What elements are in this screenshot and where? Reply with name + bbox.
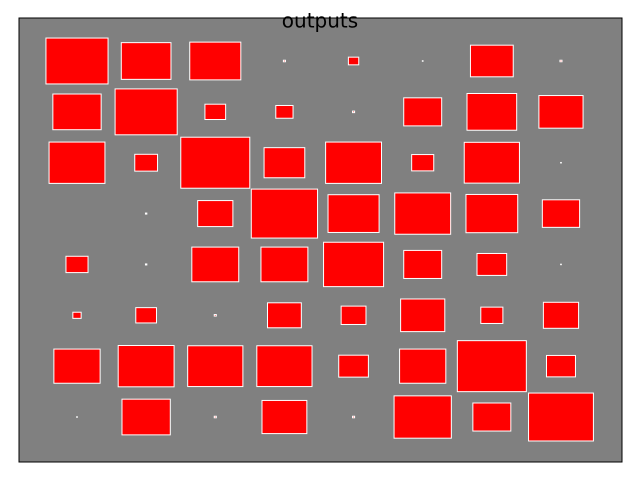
- cells: [45, 37, 594, 442]
- cell: [117, 345, 175, 388]
- cell: [256, 345, 313, 388]
- cell: [213, 415, 217, 419]
- cell: [76, 416, 78, 418]
- cell: [472, 402, 512, 432]
- cell: [261, 399, 308, 435]
- cell: [465, 193, 519, 234]
- cell: [541, 199, 581, 228]
- cell: [352, 110, 356, 114]
- cell: [545, 354, 576, 378]
- cell: [352, 415, 356, 419]
- cell: [456, 340, 527, 393]
- cell: [421, 60, 424, 62]
- cell: [560, 161, 562, 164]
- cell: [466, 93, 518, 131]
- cell: [403, 97, 443, 127]
- cell: [250, 188, 319, 239]
- cell: [52, 93, 102, 131]
- cell: [347, 56, 360, 66]
- cell: [480, 306, 504, 324]
- cell: [263, 147, 306, 179]
- cell: [120, 42, 172, 80]
- cell: [393, 395, 452, 439]
- cell: [204, 103, 227, 121]
- cell: [275, 104, 294, 119]
- cell: [469, 44, 514, 78]
- cell: [399, 348, 447, 384]
- cell: [323, 241, 385, 288]
- cell: [72, 311, 82, 319]
- cell: [189, 41, 242, 81]
- cell: [267, 302, 302, 329]
- cell: [114, 88, 178, 136]
- cell: [400, 298, 446, 333]
- cell: [340, 305, 367, 325]
- cell: [538, 95, 584, 129]
- cell: [48, 141, 106, 184]
- cell: [45, 37, 109, 85]
- cell: [394, 192, 452, 235]
- cell: [338, 354, 369, 378]
- cell: [463, 141, 520, 184]
- cell: [144, 263, 148, 266]
- cell: [560, 263, 562, 266]
- cell: [135, 307, 157, 324]
- cell: [403, 249, 443, 279]
- cell: [53, 348, 101, 384]
- chart-title: outputs: [282, 9, 358, 33]
- cell: [528, 392, 594, 442]
- cell: [134, 153, 159, 172]
- cell: [121, 398, 171, 436]
- cell: [197, 200, 234, 228]
- cell: [144, 212, 148, 215]
- cell: [191, 246, 240, 283]
- cell: [65, 255, 89, 274]
- cell: [476, 252, 508, 276]
- cell: [260, 246, 309, 283]
- cell: [327, 194, 380, 233]
- cell: [559, 59, 563, 63]
- cell: [411, 154, 435, 172]
- cell: [180, 136, 251, 189]
- cell: [325, 141, 383, 184]
- cell: [187, 345, 244, 388]
- cell: [542, 301, 580, 329]
- cell: [282, 59, 286, 63]
- cell: [213, 314, 217, 317]
